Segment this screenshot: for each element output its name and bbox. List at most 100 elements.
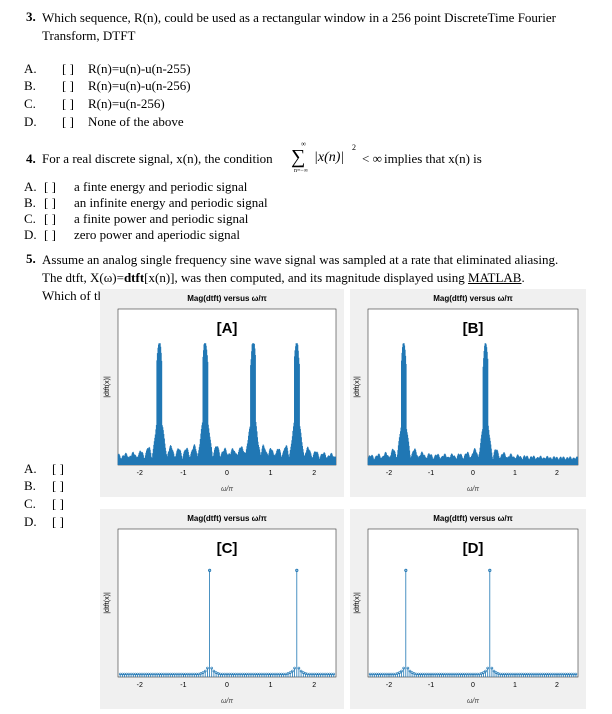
- option-letter: C.: [24, 96, 36, 111]
- x-tick-label: 2: [312, 682, 316, 689]
- option-letter: B.: [24, 195, 36, 210]
- x-tick-label: -1: [180, 682, 186, 689]
- relation: < ∞: [362, 151, 382, 166]
- option-text: an infinite energy and periodic signal: [74, 195, 268, 210]
- x-tick-label: -2: [137, 682, 143, 689]
- text-segment: [x(n)], was then computed, and its magni…: [144, 270, 469, 285]
- plot-label: [B]: [463, 320, 484, 337]
- spectrum: [367, 343, 578, 465]
- plot-title: Mag(dtft) versus ω/π: [187, 294, 267, 303]
- option-text: a finite power and periodic signal: [74, 211, 249, 226]
- plot-panel: Mag(dtft) versus ω/π [C] |dtft(x)| ω/π -2 -1 0…: [100, 509, 344, 709]
- text-segment: MATLAB: [468, 270, 522, 285]
- option-text: R(n)=u(n)-u(n-256): [88, 78, 191, 93]
- x-tick-label: 0: [471, 470, 475, 477]
- x-tick-label: -1: [428, 682, 434, 689]
- x-tick-label: -1: [428, 470, 434, 477]
- option-box: [ ]: [44, 227, 56, 242]
- sum-sign: ∑: [291, 146, 306, 168]
- plot-panel: Mag(dtft) versus ω/π [A] |dtft(x)| ω/π -2 -1 0…: [100, 289, 344, 497]
- stems: [119, 570, 335, 677]
- x-tick-label: 2: [555, 470, 559, 477]
- option-box: [ ]: [62, 61, 74, 76]
- x-tick-label: -2: [386, 470, 392, 477]
- x-tick-label: -1: [180, 470, 186, 477]
- option-box: [ ]: [62, 96, 74, 111]
- q-number: 4.: [26, 151, 36, 166]
- x-axis-label: ω/π: [467, 486, 479, 493]
- x-tick-label: 0: [471, 682, 475, 689]
- text-segment: Assume an analog single frequency sine w…: [42, 252, 559, 285]
- plot-label: [C]: [217, 540, 238, 557]
- x-tick-label: 0: [225, 682, 229, 689]
- x-axis-label: ω/π: [221, 486, 233, 493]
- q-number: 3.: [26, 9, 36, 24]
- x-axis-label: ω/π: [221, 698, 233, 705]
- summand: |x(n)|: [314, 150, 345, 165]
- plot-label: [D]: [463, 540, 484, 557]
- sum-bottom: n=−∞: [294, 168, 309, 174]
- plot: Mag(dtft) versus ω/π [B] |dtft(x)| ω/π -2 -1 0…: [354, 294, 579, 493]
- plot-title: Mag(dtft) versus ω/π: [433, 294, 513, 303]
- option-letter: B.: [24, 478, 36, 493]
- option-box: [ ]: [44, 195, 56, 210]
- option-text: zero power and aperiodic signal: [74, 227, 241, 242]
- option-letter: D.: [24, 514, 37, 529]
- option-letter: A.: [24, 61, 37, 76]
- option-text: a finte energy and periodic signal: [74, 179, 248, 194]
- plot-panel: Mag(dtft) versus ω/π [B] |dtft(x)| ω/π -2 -1 0…: [350, 289, 586, 497]
- x-tick-label: 1: [513, 470, 517, 477]
- exponent: 2: [352, 143, 356, 152]
- option-box: [ ]: [52, 496, 64, 511]
- x-tick-label: 1: [513, 682, 517, 689]
- x-tick-label: 1: [269, 470, 273, 477]
- option-letter: C.: [24, 496, 36, 511]
- text-segment: dtft: [123, 270, 145, 285]
- option-letter: A.: [24, 461, 37, 476]
- spectrum: [117, 343, 336, 465]
- x-axis-label: ω/π: [467, 698, 479, 705]
- plot-title: Mag(dtft) versus ω/π: [433, 514, 513, 523]
- question: Which sequence, R(n), could be used as a…: [42, 10, 556, 43]
- stem-markers: [368, 568, 578, 676]
- option-box: [ ]: [52, 461, 64, 476]
- option-box: [ ]: [62, 114, 74, 129]
- question: For a real discrete signal, x(n), the co…: [42, 151, 273, 166]
- option-letter: A.: [24, 179, 37, 194]
- option-letter: B.: [24, 78, 36, 93]
- option-letter: C.: [24, 211, 36, 226]
- x-tick-label: -2: [137, 470, 143, 477]
- option-box: [ ]: [52, 478, 64, 493]
- option-letter: D.: [24, 114, 37, 129]
- option-text: R(n)=u(n)-u(n-255): [88, 61, 191, 76]
- plot: Mag(dtft) versus ω/π [A] |dtft(x)| ω/π -2 -1 0…: [104, 294, 337, 493]
- x-tick-label: 1: [269, 682, 273, 689]
- question: implies that x(n) is: [384, 151, 482, 166]
- axes-box: [117, 528, 337, 678]
- x-tick-label: 2: [312, 470, 316, 477]
- sum-top: ∞: [301, 140, 306, 148]
- plot: Mag(dtft) versus ω/π [D] |dtft(x)| ω/π -2 -1 0…: [354, 514, 579, 705]
- plot-title: Mag(dtft) versus ω/π: [187, 514, 267, 523]
- x-tick-label: 0: [225, 470, 229, 477]
- option-text: None of the above: [88, 114, 184, 129]
- option-box: [ ]: [62, 78, 74, 93]
- option-box: [ ]: [52, 514, 64, 529]
- option-box: [ ]: [44, 211, 56, 226]
- q-number: 5.: [26, 251, 36, 266]
- y-axis-label: |dtft(x)|: [354, 592, 361, 614]
- plot-panel: Mag(dtft) versus ω/π [D] |dtft(x)| ω/π -2 -1 0…: [350, 509, 586, 709]
- x-tick-label: 2: [555, 682, 559, 689]
- plot: Mag(dtft) versus ω/π [C] |dtft(x)| ω/π -2 -1 0…: [104, 514, 337, 705]
- y-axis-label: |dtft(x)|: [104, 376, 111, 398]
- x-tick-label: -2: [386, 682, 392, 689]
- y-axis-label: |dtft(x)|: [104, 592, 111, 614]
- stems: [369, 570, 577, 677]
- plot-label: [A]: [217, 320, 238, 337]
- option-box: [ ]: [44, 179, 56, 194]
- y-axis-label: |dtft(x)|: [354, 376, 361, 398]
- axes-box: [367, 528, 579, 678]
- option-letter: D.: [24, 227, 37, 242]
- option-text: R(n)=u(n-256): [88, 96, 165, 111]
